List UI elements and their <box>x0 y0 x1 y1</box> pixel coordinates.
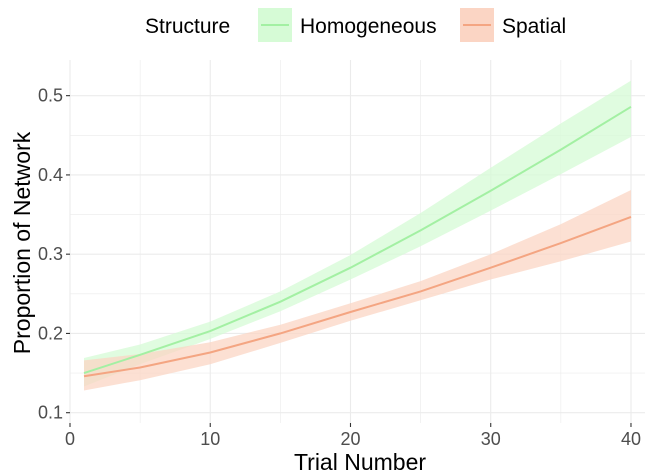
x-tick-label: 30 <box>481 429 501 449</box>
y-axis-title: Proportion of Network <box>9 131 35 354</box>
legend-label-spatial: Spatial <box>502 15 566 38</box>
plot-area <box>69 60 645 423</box>
x-tick-label: 0 <box>65 429 75 449</box>
legend-label-homogeneous: Homogeneous <box>300 15 437 38</box>
x-axis-ticks: 0 10 20 30 40 <box>65 423 641 449</box>
y-tick-label: 0.5 <box>38 86 63 106</box>
line-homogeneous <box>83 105 632 375</box>
y-axis-ticks: 0.1 0.2 0.3 0.4 0.5 <box>38 86 70 423</box>
legend: Structure Homogeneous Spatial <box>145 8 566 42</box>
x-tick-label: 20 <box>340 429 360 449</box>
x-tick-label: 10 <box>200 429 220 449</box>
ribbon-spatial <box>84 190 631 391</box>
y-tick-label: 0.3 <box>38 244 63 264</box>
line-spatial <box>83 215 632 378</box>
legend-title: Structure <box>145 15 230 38</box>
y-tick-label: 0.4 <box>38 165 63 185</box>
x-axis-title: Trial Number <box>294 449 426 471</box>
series-lines <box>83 105 632 378</box>
y-tick-label: 0.1 <box>38 403 63 423</box>
y-tick-label: 0.2 <box>38 323 63 343</box>
x-tick-label: 40 <box>621 429 641 449</box>
